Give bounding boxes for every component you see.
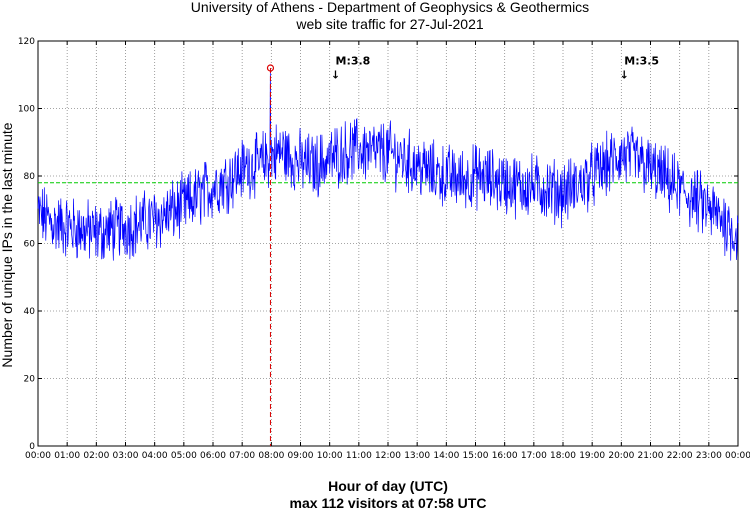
x-tick-label: 08:00: [258, 451, 284, 461]
x-tick-label: 09:00: [288, 451, 314, 461]
x-tick-label: 07:00: [229, 451, 255, 461]
x-tick-label: 12:00: [375, 451, 401, 461]
x-tick-label: 20:00: [608, 451, 634, 461]
x-tick-label: 04:00: [142, 451, 168, 461]
x-axis-label: Hour of day (UTC): [328, 478, 448, 494]
x-tick-label: 19:00: [579, 451, 605, 461]
x-tick-label: 00:00: [725, 451, 750, 461]
x-tick-label: 14:00: [433, 451, 459, 461]
x-tick-label: 18:00: [550, 451, 576, 461]
x-tick-label: 21:00: [638, 451, 664, 461]
y-tick-label: 120: [18, 37, 35, 47]
axes: [37, 40, 739, 447]
x-tick-label: 06:00: [200, 451, 226, 461]
x-tick-label: 11:00: [346, 451, 372, 461]
down-arrow-icon: ↓: [620, 69, 629, 82]
y-tick-label: 40: [24, 307, 36, 317]
plot-frame: [37, 40, 739, 447]
x-tick-label: 03:00: [113, 451, 139, 461]
y-tick-label: 0: [29, 442, 35, 452]
grid: [38, 41, 738, 446]
y-tick-label: 80: [24, 172, 36, 182]
max-marker-point: [266, 64, 275, 72]
x-tick-label: 02:00: [83, 451, 109, 461]
series-line: [37, 67, 739, 261]
x-tick-label: 05:00: [171, 451, 197, 461]
event-marker-label: M:3.5: [624, 55, 659, 68]
x-ticks: 00:00 01:00 02:00 03:00 04:00 05:00 06:00 07:00…: [25, 451, 750, 461]
x-tick-label: 01:00: [54, 451, 80, 461]
max-visitors-label: max 112 visitors at 07:58 UTC: [290, 495, 487, 511]
x-tick-label: 15:00: [463, 451, 489, 461]
y-tick-label: 20: [24, 375, 36, 385]
y-ticks: 0 20 40 60 80 100 120: [18, 37, 35, 452]
x-tick-label: 16:00: [492, 451, 518, 461]
y-tick-label: 60: [24, 240, 36, 250]
event-markers-group: M:3.8↓M:3.5↓: [331, 55, 659, 82]
x-tick-label: 00:00: [25, 451, 51, 461]
chart-subtitle: web site traffic for 27-Jul-2021: [295, 16, 483, 32]
x-tick-label: 10:00: [317, 451, 343, 461]
x-tick-label: 13:00: [404, 451, 430, 461]
chart-title: University of Athens - Department of Geo…: [191, 0, 589, 15]
y-axis-label: Number of unique IPs in the last minute: [0, 122, 15, 367]
down-arrow-icon: ↓: [331, 69, 340, 82]
x-tick-label: 17:00: [521, 451, 547, 461]
series-group: [37, 67, 739, 261]
max-marker-group: [266, 64, 275, 446]
y-tick-label: 100: [18, 105, 35, 115]
x-tick-label: 23:00: [696, 451, 722, 461]
event-marker-label: M:3.8: [336, 55, 371, 68]
x-tick-label: 22:00: [667, 451, 693, 461]
